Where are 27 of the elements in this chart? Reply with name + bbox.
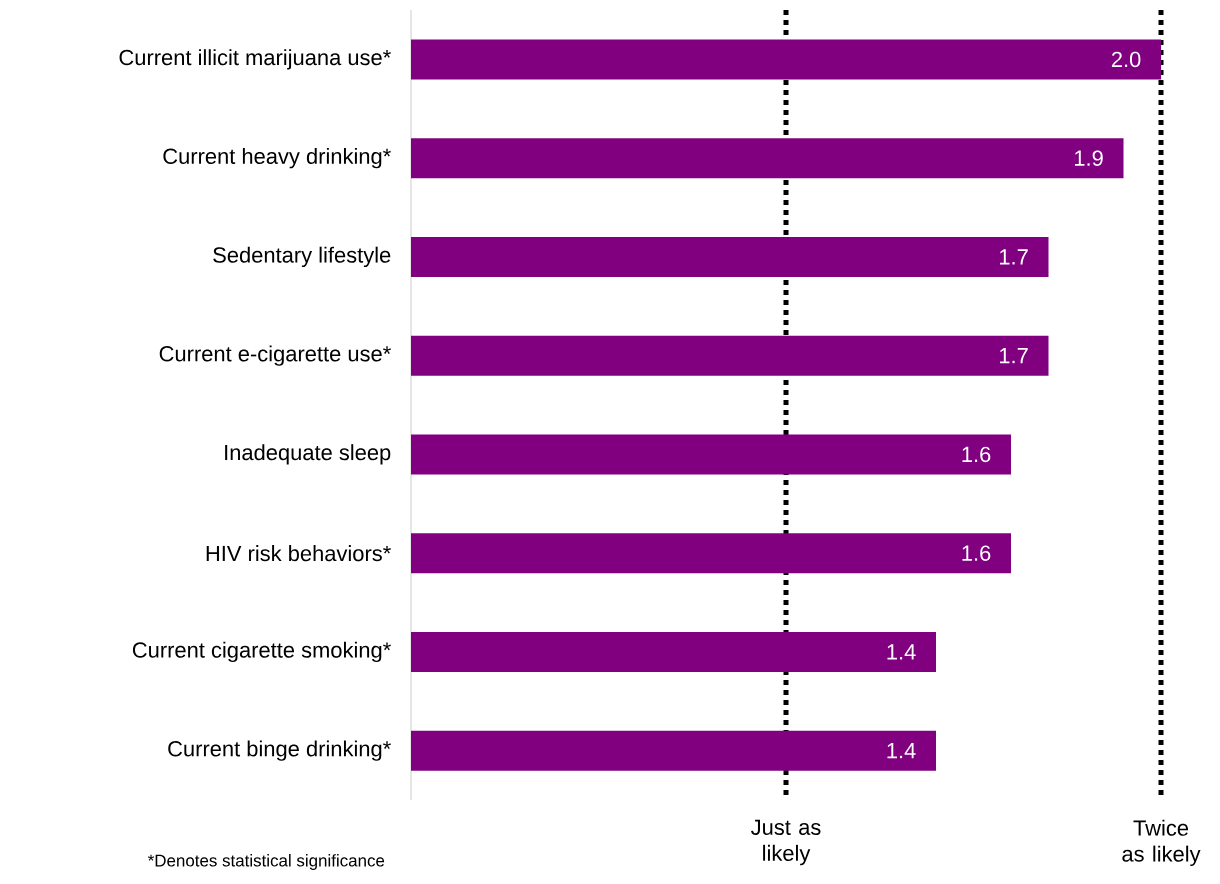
ref-line-label: Just as likely [751, 819, 821, 866]
data-label: 1.7 [999, 348, 1028, 364]
bar [411, 730, 937, 771]
data-label: 1.6 [962, 446, 991, 463]
bar [411, 39, 1162, 80]
text: *Denotes statistical significance [147, 854, 385, 870]
bar [411, 335, 1049, 376]
data-label: 1.4 [887, 644, 916, 660]
y-tick-label: Current illicit marijuana use* [119, 49, 391, 70]
y-tick-label: Inadequate sleep [225, 444, 391, 465]
bar [411, 631, 937, 672]
bar [411, 533, 1012, 574]
y-tick-label: Current cigarette smoking* [132, 641, 391, 663]
y-tick-label: HIV risk behaviors* [206, 545, 391, 562]
y-tick-label: Current heavy drinking* [163, 147, 391, 169]
data-label: 1.4 [887, 743, 916, 759]
data-label: 1.6 [962, 545, 991, 561]
ref-line-label: Twice as likely [1122, 819, 1201, 867]
bar [411, 138, 1124, 179]
bar [411, 434, 1012, 475]
data-label: 2.0 [1111, 51, 1141, 68]
bar [411, 236, 1049, 277]
data-label: 1.7 [999, 249, 1028, 265]
y-tick-label: Current e-cigarette use* [159, 345, 391, 366]
y-tick-label: Current binge drinking* [168, 740, 391, 761]
y-tick-label: Sedentary lifestyle [213, 246, 391, 268]
data-label: 1.9 [1074, 150, 1103, 166]
